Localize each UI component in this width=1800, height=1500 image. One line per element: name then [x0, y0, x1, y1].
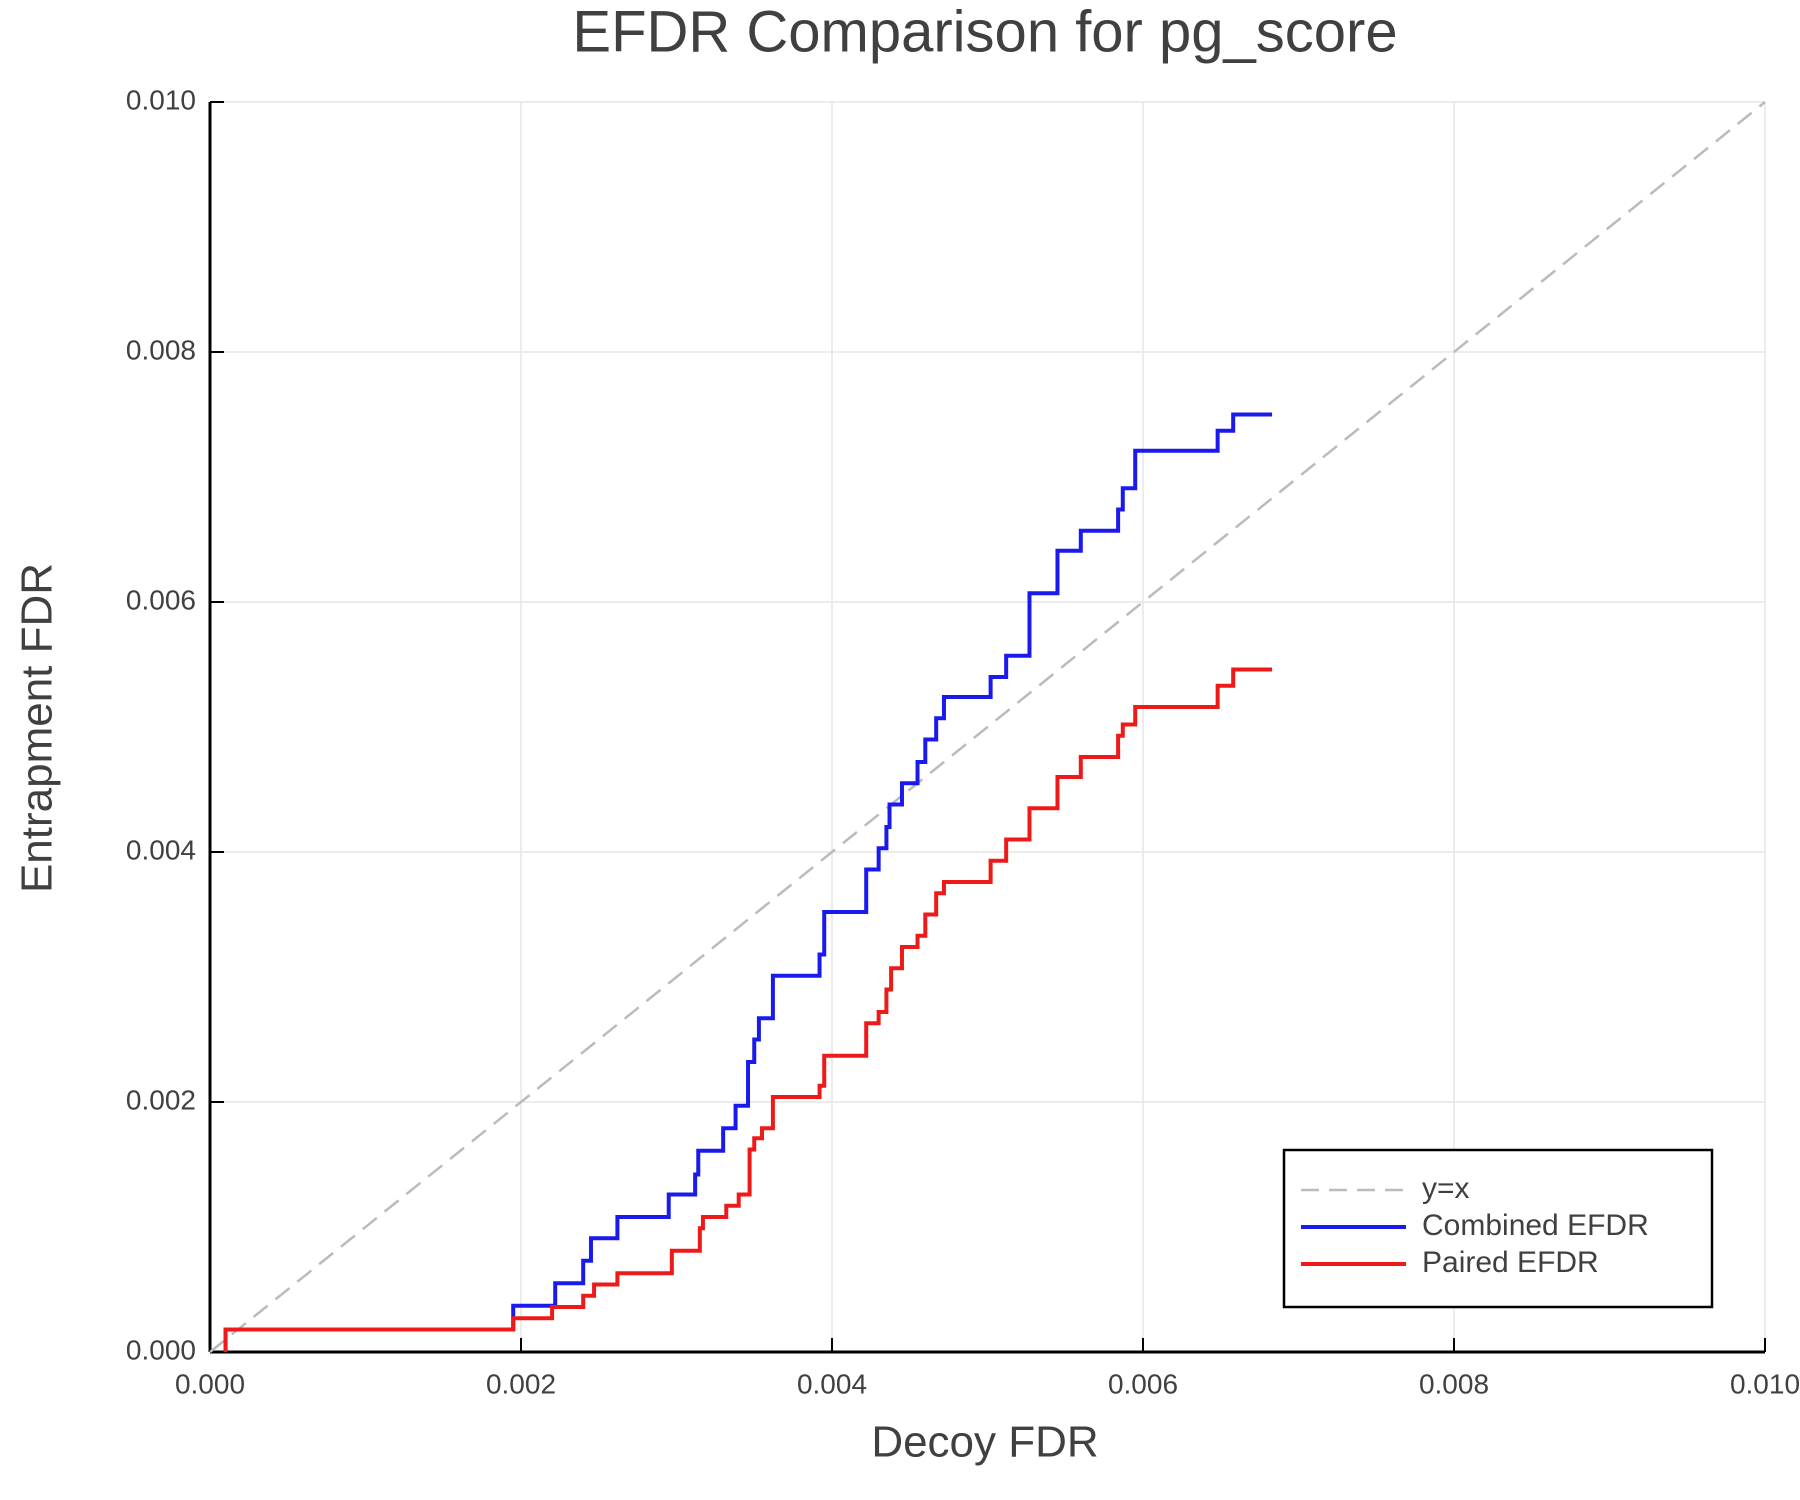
x-tick-label: 0.006 [1108, 1368, 1178, 1399]
legend-label: Combined EFDR [1422, 1209, 1649, 1242]
chart-title: EFDR Comparison for pg_score [572, 0, 1397, 64]
y-axis-label: Entrapment FDR [13, 563, 62, 893]
x-tick-label: 0.000 [175, 1368, 245, 1399]
series-line [223, 412, 1273, 1352]
x-tick-label: 0.008 [1419, 1368, 1489, 1399]
legend-label: y=x [1422, 1172, 1470, 1205]
legend: y=x Combined EFDR Paired EFDR [1282, 1148, 1714, 1309]
legend-label: Paired EFDR [1422, 1246, 1599, 1279]
y-tick-label: 0.002 [126, 1084, 196, 1115]
x-tick-label: 0.004 [797, 1368, 867, 1399]
y-tick-label: 0.008 [126, 334, 196, 365]
x-tick-label: 0.002 [486, 1368, 556, 1399]
y-tick-label: 0.004 [126, 834, 196, 865]
series-line [223, 667, 1273, 1352]
y-tick-label: 0.000 [126, 1334, 196, 1365]
y-tick-label: 0.010 [126, 84, 196, 115]
x-tick-label: 0.010 [1730, 1368, 1800, 1399]
x-axis-label: Decoy FDR [871, 1418, 1098, 1467]
y-tick-label: 0.006 [126, 584, 196, 615]
series-line [209, 101, 1766, 1353]
